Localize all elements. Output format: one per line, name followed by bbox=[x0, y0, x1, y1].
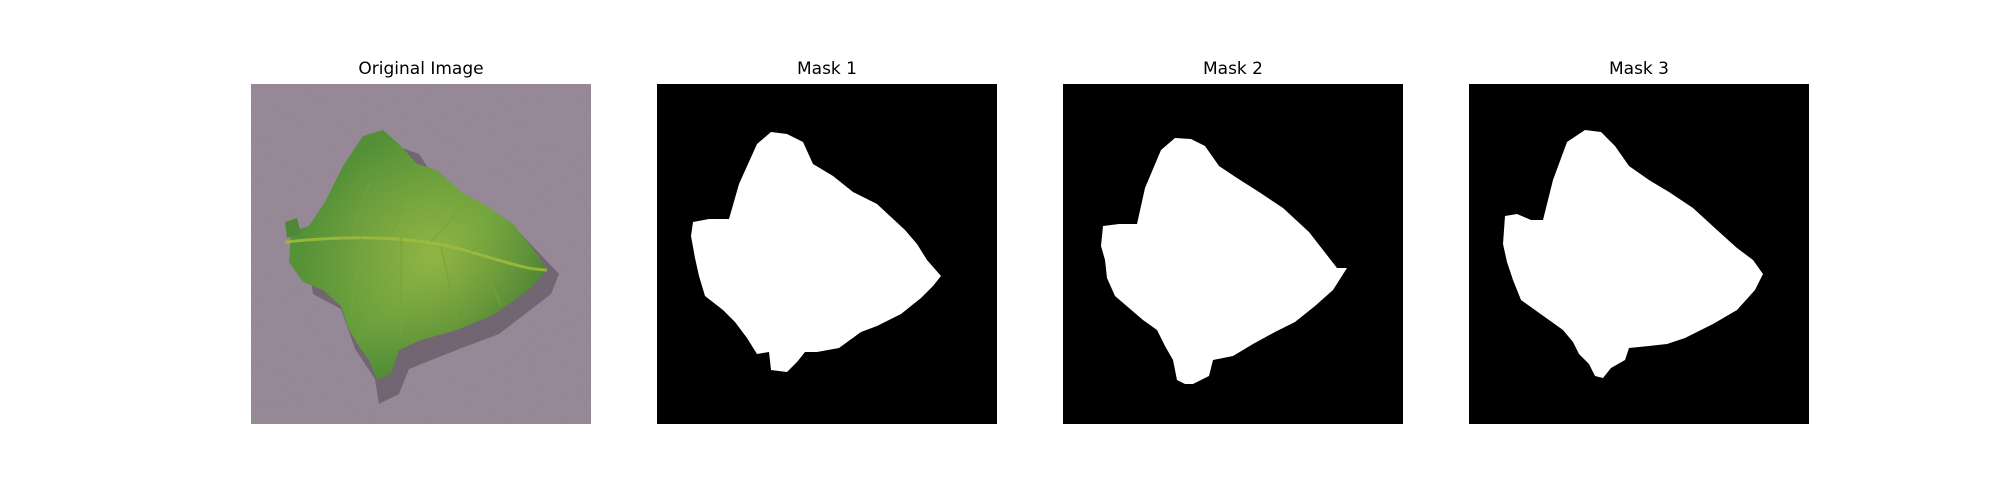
mask-foreground bbox=[1101, 138, 1347, 384]
panel-title: Mask 2 bbox=[1202, 59, 1263, 79]
original-leaf-photo bbox=[251, 84, 591, 424]
panel-mask-2: Mask 2 bbox=[1063, 55, 1403, 424]
mask-foreground bbox=[691, 132, 941, 372]
panel-mask-3: Mask 3 bbox=[1469, 55, 1809, 424]
mask-3-image bbox=[1469, 84, 1809, 424]
leaf-midrib bbox=[284, 236, 548, 272]
panel-title: Mask 1 bbox=[796, 59, 857, 79]
panel-title: Mask 3 bbox=[1608, 59, 1669, 79]
panel-original-image: Original Image bbox=[251, 55, 591, 424]
mask-2-image bbox=[1063, 84, 1403, 424]
mask-1-image bbox=[657, 84, 997, 424]
panel-title: Original Image bbox=[358, 59, 484, 79]
panel-mask-1: Mask 1 bbox=[657, 55, 997, 424]
mask-foreground bbox=[1503, 130, 1763, 378]
